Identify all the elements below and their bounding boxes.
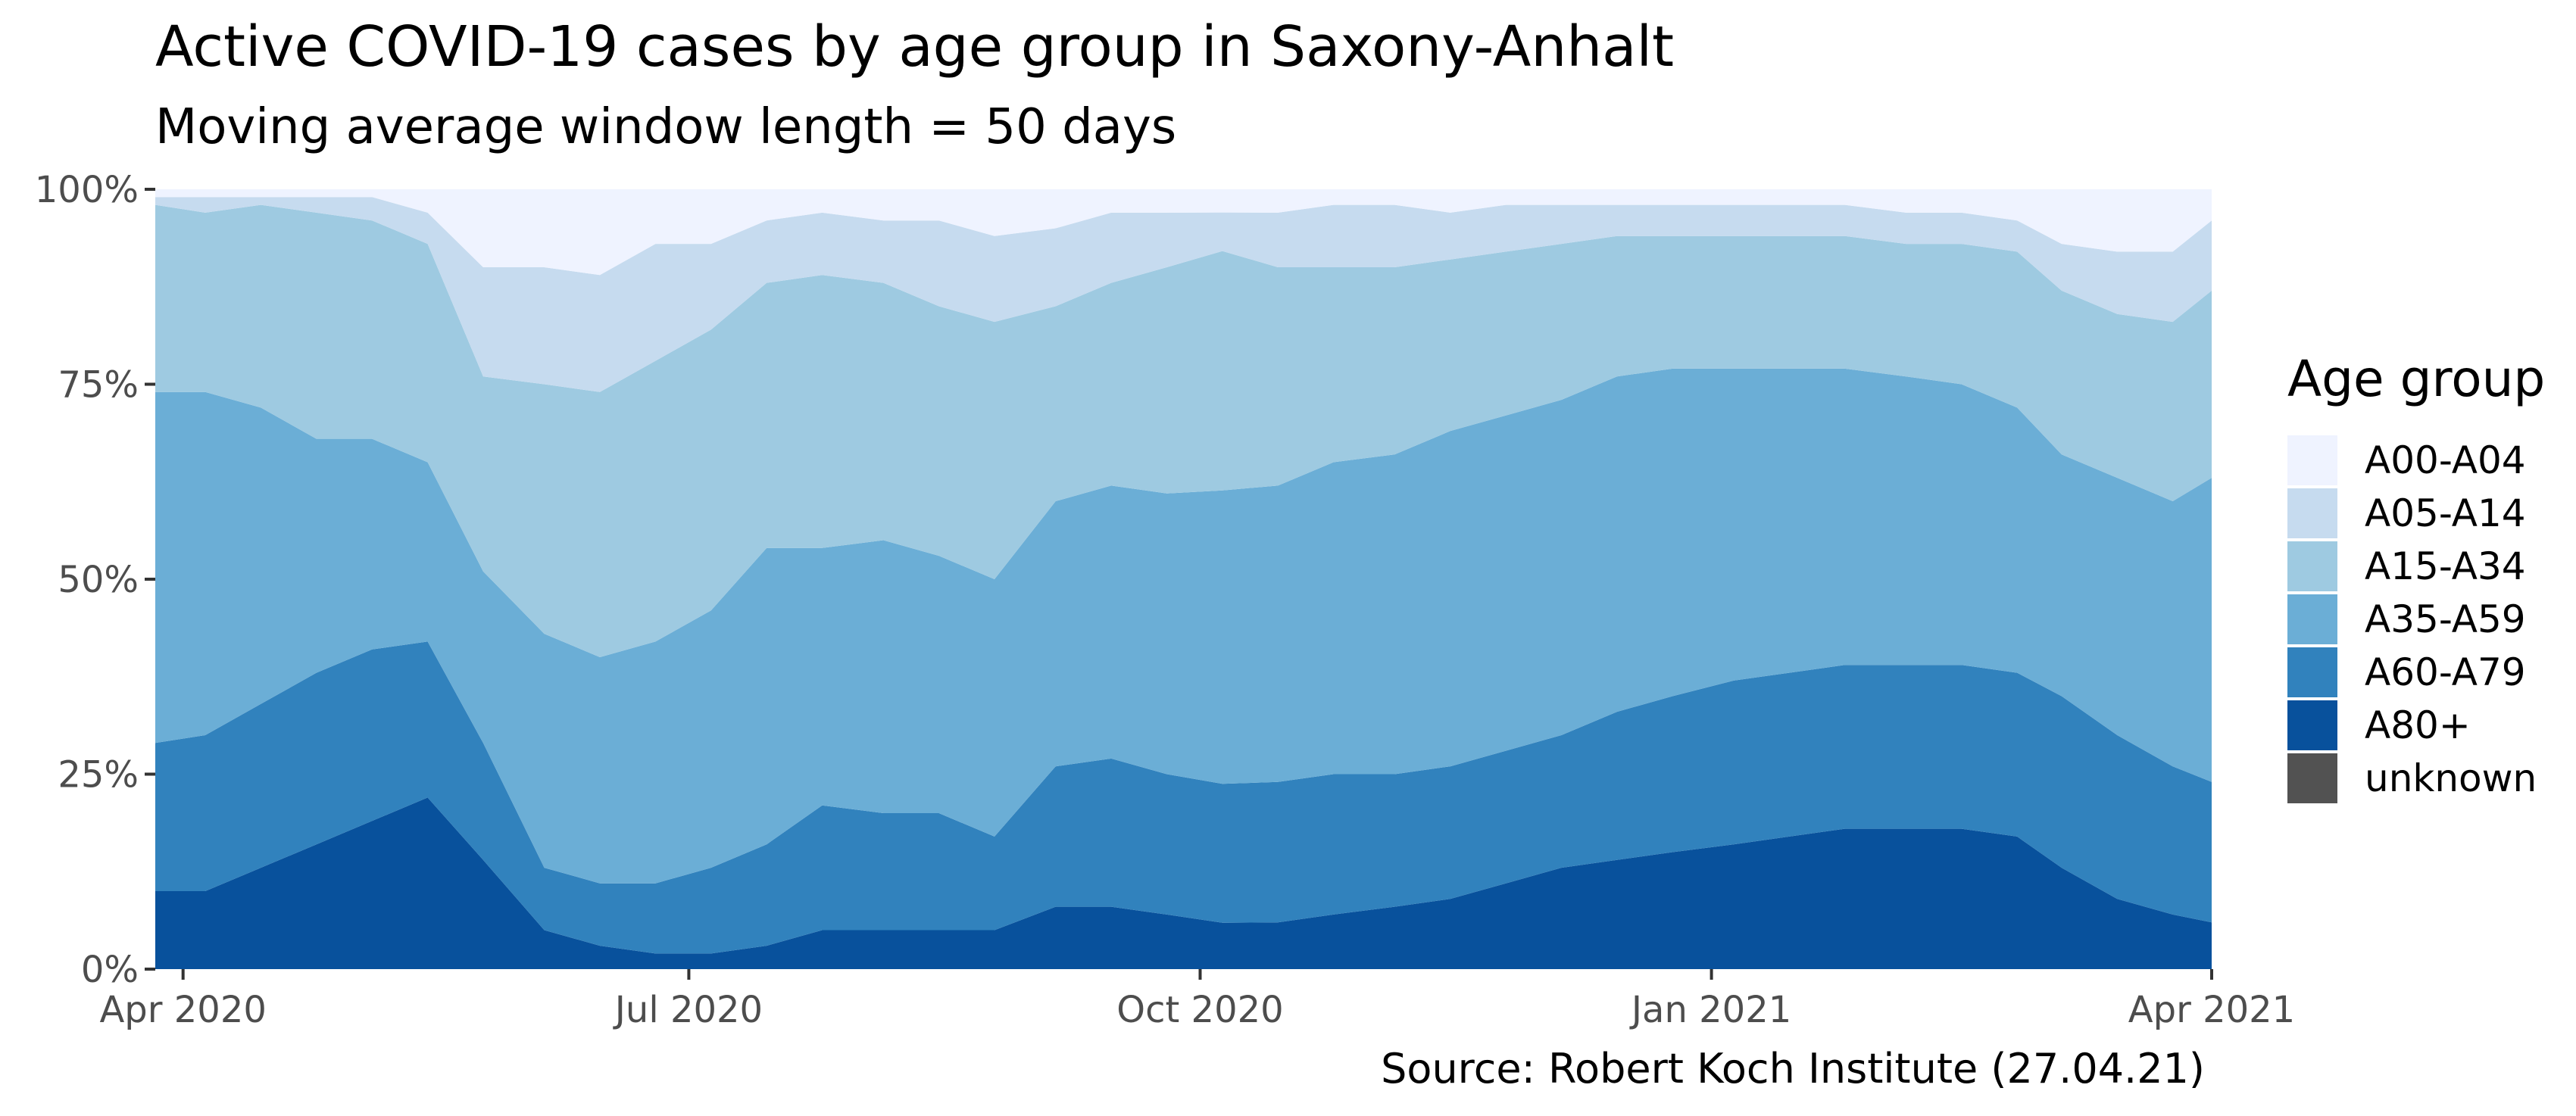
legend-item: unknown	[2287, 752, 2545, 805]
legend-item: A05-A14	[2287, 487, 2545, 540]
legend-swatch	[2287, 541, 2337, 591]
y-tick-label: 25%	[58, 754, 139, 796]
legend-item: A15-A34	[2287, 540, 2545, 593]
area-a35-a59	[155, 368, 2212, 884]
legend-label: A35-A59	[2365, 597, 2526, 641]
legend-title: Age group	[2287, 350, 2546, 408]
legend-item: A35-A59	[2287, 593, 2545, 646]
area-a00-a04	[155, 189, 2212, 276]
chart-subtitle: Moving average window length = 50 days	[155, 99, 1177, 155]
area-a05-a14	[155, 197, 2212, 392]
y-tick-label: 100%	[35, 169, 139, 211]
y-tick-label: 75%	[58, 364, 139, 407]
legend-swatch	[2287, 594, 2337, 644]
area-layers	[155, 189, 2212, 969]
x-tick-label: Apr 2021	[2128, 989, 2295, 1031]
legend-swatch	[2287, 753, 2337, 803]
y-tick-label: 50%	[58, 559, 139, 601]
legend-label: A80+	[2365, 703, 2471, 747]
legend: Age group A00-A04 A05-A14 A15-A34 A35-A59 A6…	[2287, 344, 2545, 805]
x-tick-label: Jul 2020	[613, 989, 763, 1031]
area-a15-a34	[155, 204, 2212, 658]
legend-swatch	[2287, 700, 2337, 750]
legend-items: A00-A04 A05-A14 A15-A34 A35-A59 A60-A79 A80+ u…	[2287, 434, 2545, 805]
x-tick-label: Apr 2020	[99, 989, 266, 1031]
area-a80+	[155, 797, 2212, 969]
legend-swatch	[2287, 488, 2337, 538]
source-caption: Source: Robert Koch Institute (27.04.21)	[1381, 1045, 2205, 1093]
area-a60-a79	[155, 641, 2212, 954]
legend-item: A80+	[2287, 699, 2545, 752]
legend-label: A00-A04	[2365, 438, 2526, 482]
legend-swatch	[2287, 435, 2337, 485]
legend-item: A00-A04	[2287, 434, 2545, 487]
x-tick-label: Jan 2021	[1629, 989, 1791, 1031]
legend-label: unknown	[2365, 756, 2537, 800]
legend-item: A60-A79	[2287, 646, 2545, 699]
x-tick-label: Oct 2020	[1116, 989, 1283, 1031]
y-tick-label: 0%	[81, 949, 139, 991]
legend-label: A15-A34	[2365, 544, 2526, 588]
chart-title: Active COVID-19 cases by age group in Sa…	[155, 14, 1675, 79]
axes: 0% 25% 50% 75% 100% Apr 2020 Jul 2020 Oct 2020 J…	[35, 169, 2295, 1031]
legend-label: A60-A79	[2365, 650, 2526, 694]
legend-label: A05-A14	[2365, 491, 2526, 535]
legend-swatch	[2287, 647, 2337, 697]
